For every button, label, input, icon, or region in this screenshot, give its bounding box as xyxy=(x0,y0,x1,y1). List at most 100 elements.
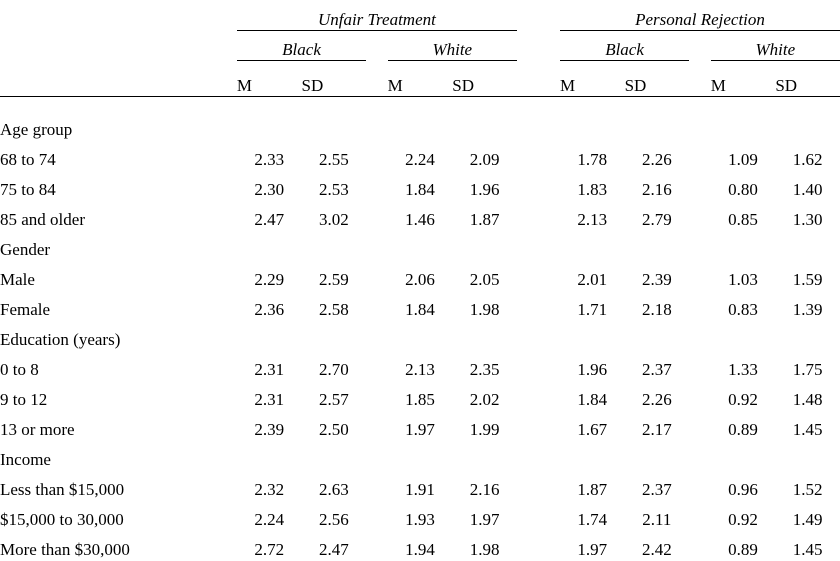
table-cell: 2.26 xyxy=(625,140,690,170)
table-cell: 1.62 xyxy=(775,140,840,170)
table-cell: 1.49 xyxy=(775,500,840,530)
table-cell: 2.24 xyxy=(237,500,302,530)
row-label: 85 and older xyxy=(0,200,237,230)
table-cell: 2.09 xyxy=(452,140,517,170)
table-cell: 1.59 xyxy=(775,260,840,290)
table-row: 13 or more2.392.501.971.991.672.170.891.… xyxy=(0,410,840,440)
table-cell: 2.31 xyxy=(237,350,302,380)
section-label: Gender xyxy=(0,230,237,260)
table-row: Female2.362.581.841.981.712.180.831.39 xyxy=(0,290,840,320)
table-cell: 1.84 xyxy=(560,380,625,410)
table-cell: 1.33 xyxy=(711,350,776,380)
table-cell: 1.97 xyxy=(560,530,625,560)
table-cell: 2.47 xyxy=(302,530,367,560)
table-cell: 2.37 xyxy=(625,350,690,380)
table-cell: 0.89 xyxy=(711,410,776,440)
table-cell: 0.92 xyxy=(711,500,776,530)
table-row: 9 to 122.312.571.852.021.842.260.921.48 xyxy=(0,380,840,410)
panel-label-0: Unfair Treatment xyxy=(237,0,517,30)
table-cell: 2.72 xyxy=(237,530,302,560)
table-row: 68 to 742.332.552.242.091.782.261.091.62 xyxy=(0,140,840,170)
row-label: Male xyxy=(0,260,237,290)
table-cell: 2.55 xyxy=(302,140,367,170)
table-cell: 2.39 xyxy=(237,410,302,440)
table-cell: 2.01 xyxy=(560,260,625,290)
stat-label: M xyxy=(711,60,776,96)
table-cell: 2.58 xyxy=(302,290,367,320)
table-row: 85 and older2.473.021.461.872.132.790.85… xyxy=(0,200,840,230)
table-cell: 2.16 xyxy=(625,170,690,200)
panel-label-1: Personal Rejection xyxy=(560,0,840,30)
stat-label: M xyxy=(237,60,302,96)
row-label: $15,000 to 30,000 xyxy=(0,500,237,530)
table-cell: 1.45 xyxy=(775,410,840,440)
table-cell: 2.37 xyxy=(625,470,690,500)
stat-label: M xyxy=(560,60,625,96)
table-cell: 2.05 xyxy=(452,260,517,290)
stat-label: SD xyxy=(302,60,367,96)
group-label-1-1: White xyxy=(711,30,840,60)
row-label: 13 or more xyxy=(0,410,237,440)
row-label: 68 to 74 xyxy=(0,140,237,170)
table-cell: 1.48 xyxy=(775,380,840,410)
table-cell: 1.85 xyxy=(388,380,453,410)
row-label: 0 to 8 xyxy=(0,350,237,380)
section-header: Gender xyxy=(0,230,840,260)
group-label-0-0: Black xyxy=(237,30,366,60)
table-cell: 2.16 xyxy=(452,470,517,500)
table-cell: 1.97 xyxy=(452,500,517,530)
table-cell: 1.97 xyxy=(388,410,453,440)
table-cell: 2.26 xyxy=(625,380,690,410)
table-cell: 1.78 xyxy=(560,140,625,170)
table-cell: 1.52 xyxy=(775,470,840,500)
table-cell: 1.67 xyxy=(560,410,625,440)
table-cell: 1.93 xyxy=(388,500,453,530)
table-row: Male2.292.592.062.052.012.391.031.59 xyxy=(0,260,840,290)
table-cell: 1.96 xyxy=(560,350,625,380)
table-row: More than $30,0002.722.471.941.981.972.4… xyxy=(0,530,840,560)
table-cell: 0.83 xyxy=(711,290,776,320)
table-cell: 1.39 xyxy=(775,290,840,320)
table-cell: 2.47 xyxy=(237,200,302,230)
table-cell: 2.32 xyxy=(237,470,302,500)
table-cell: 2.70 xyxy=(302,350,367,380)
table-cell: 1.03 xyxy=(711,260,776,290)
table-cell: 0.80 xyxy=(711,170,776,200)
table-row: $15,000 to 30,0002.242.56 1.931.97 1.742.1… xyxy=(0,500,840,530)
group-label-0-1: White xyxy=(388,30,517,60)
table-row: 75 to 842.302.531.841.961.832.160.801.40 xyxy=(0,170,840,200)
table-cell: 1.75 xyxy=(775,350,840,380)
group-label-1-0: Black xyxy=(560,30,689,60)
table-cell: 1.45 xyxy=(775,530,840,560)
table-cell: 2.31 xyxy=(237,380,302,410)
table-cell: 3.02 xyxy=(302,200,367,230)
table-cell: 1.99 xyxy=(452,410,517,440)
section-label: Age group xyxy=(0,110,237,140)
stat-label: SD xyxy=(452,60,517,96)
row-label: Female xyxy=(0,290,237,320)
table-cell: 2.35 xyxy=(452,350,517,380)
section-header: Income xyxy=(0,440,840,470)
header-stats: M SD M SD M SD M SD xyxy=(0,60,840,96)
table-cell: 1.74 xyxy=(560,500,625,530)
table-row: 0 to 82.312.702.132.351.962.371.331.75 xyxy=(0,350,840,380)
table-cell: 1.91 xyxy=(388,470,453,500)
table-cell: 1.40 xyxy=(775,170,840,200)
row-label: Less than $15,000 xyxy=(0,470,237,500)
table-cell: 1.09 xyxy=(711,140,776,170)
table-cell: 2.11 xyxy=(625,500,690,530)
table-cell: 1.96 xyxy=(452,170,517,200)
table-cell: 2.56 xyxy=(302,500,367,530)
table-cell: 0.85 xyxy=(711,200,776,230)
table-cell: 1.98 xyxy=(452,290,517,320)
stat-label: SD xyxy=(625,60,690,96)
table-cell: 1.30 xyxy=(775,200,840,230)
stat-label: M xyxy=(388,60,453,96)
row-label: More than $30,000 xyxy=(0,530,237,560)
table-cell: 0.89 xyxy=(711,530,776,560)
table-cell: 1.94 xyxy=(388,530,453,560)
table-cell: 1.87 xyxy=(452,200,517,230)
table-cell: 1.87 xyxy=(560,470,625,500)
section-header: Age group xyxy=(0,110,840,140)
table-cell: 1.84 xyxy=(388,170,453,200)
